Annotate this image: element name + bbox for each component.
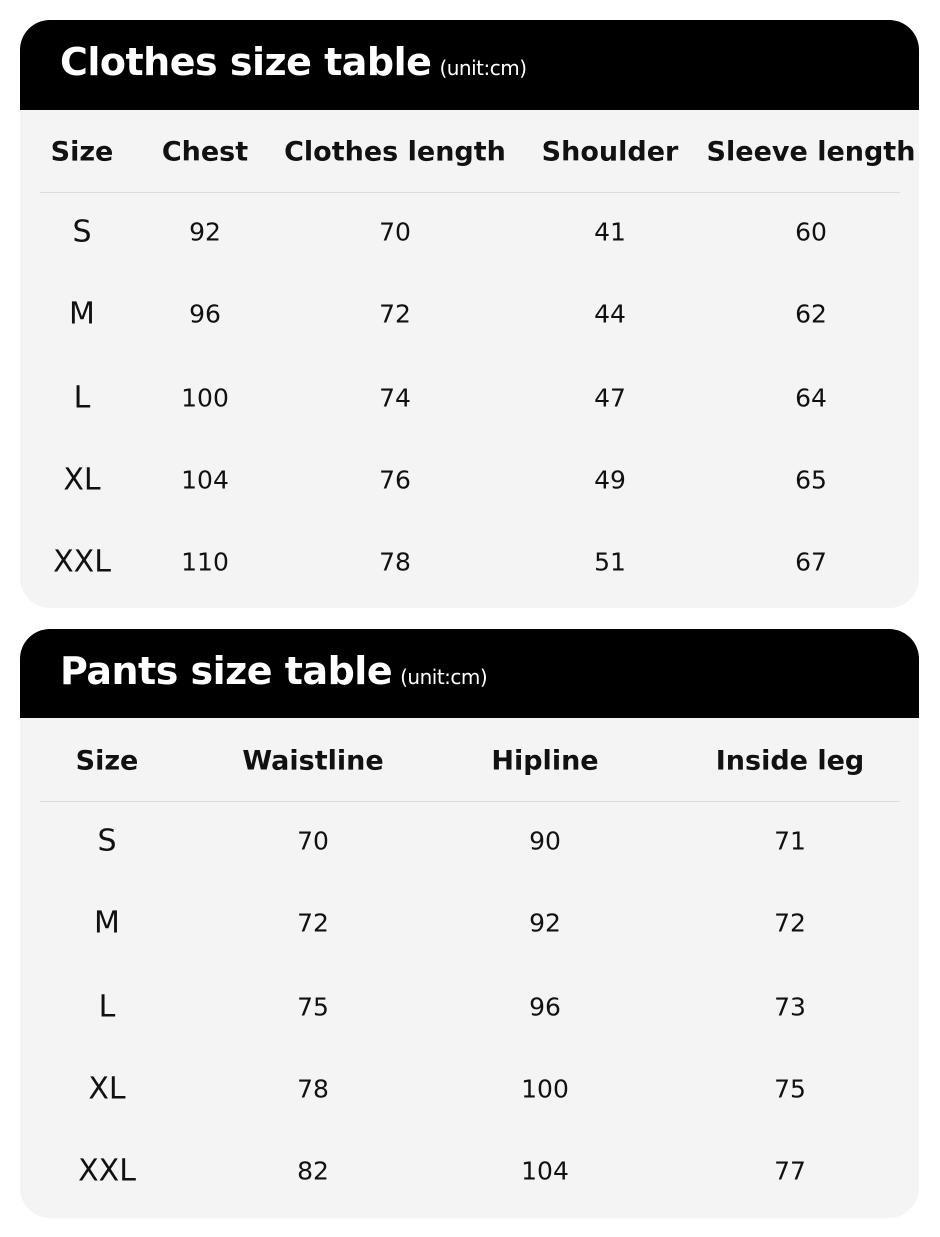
measurement-cell: 64 (795, 383, 827, 413)
measurement-cell: 60 (795, 217, 827, 247)
measurement-cell: 110 (181, 547, 229, 577)
clothes-table-title: Clothes size table (unit:cm) (60, 40, 527, 84)
size-label: S (97, 823, 117, 859)
size-label: S (72, 214, 92, 250)
measurement-cell: 75 (774, 1074, 806, 1104)
measurement-cell: 76 (379, 465, 411, 495)
column-header: Size (75, 745, 139, 777)
size-label: XL (88, 1071, 126, 1107)
measurement-cell: 104 (181, 465, 229, 495)
column-header: Shoulder (541, 136, 679, 168)
measurement-cell: 92 (529, 908, 561, 938)
measurement-cell: 44 (594, 299, 626, 329)
size-label: XXL (53, 544, 111, 580)
measurement-cell: 78 (297, 1074, 329, 1104)
measurement-cell: 78 (379, 547, 411, 577)
measurement-cell: 67 (795, 547, 827, 577)
measurement-cell: 70 (379, 217, 411, 247)
size-label: M (94, 905, 120, 941)
pants-title-text: Pants size table (60, 649, 393, 693)
measurement-cell: 75 (297, 992, 329, 1022)
measurement-cell: 77 (774, 1156, 806, 1186)
size-label: XXL (78, 1153, 136, 1189)
size-label: XL (63, 462, 101, 498)
clothes-size-table: Clothes size table (unit:cm) Size Chest Clo… (20, 20, 919, 608)
column-header: Chest (161, 136, 249, 168)
clothes-table-header: Clothes size table (unit:cm) (20, 20, 919, 110)
measurement-cell: 73 (774, 992, 806, 1022)
measurement-cell: 92 (189, 217, 221, 247)
size-label: L (98, 989, 116, 1025)
column-header: Size (50, 136, 114, 168)
column-header: Sleeve length (706, 136, 916, 168)
measurement-cell: 72 (379, 299, 411, 329)
measurement-cell: 74 (379, 383, 411, 413)
measurement-cell: 51 (594, 547, 626, 577)
size-label: M (69, 296, 95, 332)
measurement-cell: 104 (521, 1156, 569, 1186)
pants-size-table: Pants size table (unit:cm) Size Waistline H… (20, 629, 919, 1218)
pants-header-divider (40, 801, 900, 802)
measurement-cell: 49 (594, 465, 626, 495)
column-header: Clothes length (284, 136, 506, 168)
measurement-cell: 47 (594, 383, 626, 413)
measurement-cell: 72 (297, 908, 329, 938)
column-header: Waistline (242, 745, 384, 777)
column-header: Hipline (491, 745, 599, 777)
measurement-cell: 70 (297, 826, 329, 856)
measurement-cell: 72 (774, 908, 806, 938)
size-label: L (73, 380, 91, 416)
pants-table-header: Pants size table (unit:cm) (20, 629, 919, 718)
measurement-cell: 96 (529, 992, 561, 1022)
measurement-cell: 100 (181, 383, 229, 413)
measurement-cell: 90 (529, 826, 561, 856)
measurement-cell: 96 (189, 299, 221, 329)
column-header: Inside leg (715, 745, 865, 777)
pants-table-title: Pants size table (unit:cm) (60, 649, 488, 693)
clothes-unit: (unit:cm) (439, 56, 527, 80)
measurement-cell: 65 (795, 465, 827, 495)
measurement-cell: 100 (521, 1074, 569, 1104)
clothes-header-divider (40, 192, 900, 193)
measurement-cell: 62 (795, 299, 827, 329)
measurement-cell: 41 (594, 217, 626, 247)
pants-unit: (unit:cm) (400, 665, 488, 689)
measurement-cell: 82 (297, 1156, 329, 1186)
clothes-title-text: Clothes size table (60, 40, 432, 84)
measurement-cell: 71 (774, 826, 806, 856)
